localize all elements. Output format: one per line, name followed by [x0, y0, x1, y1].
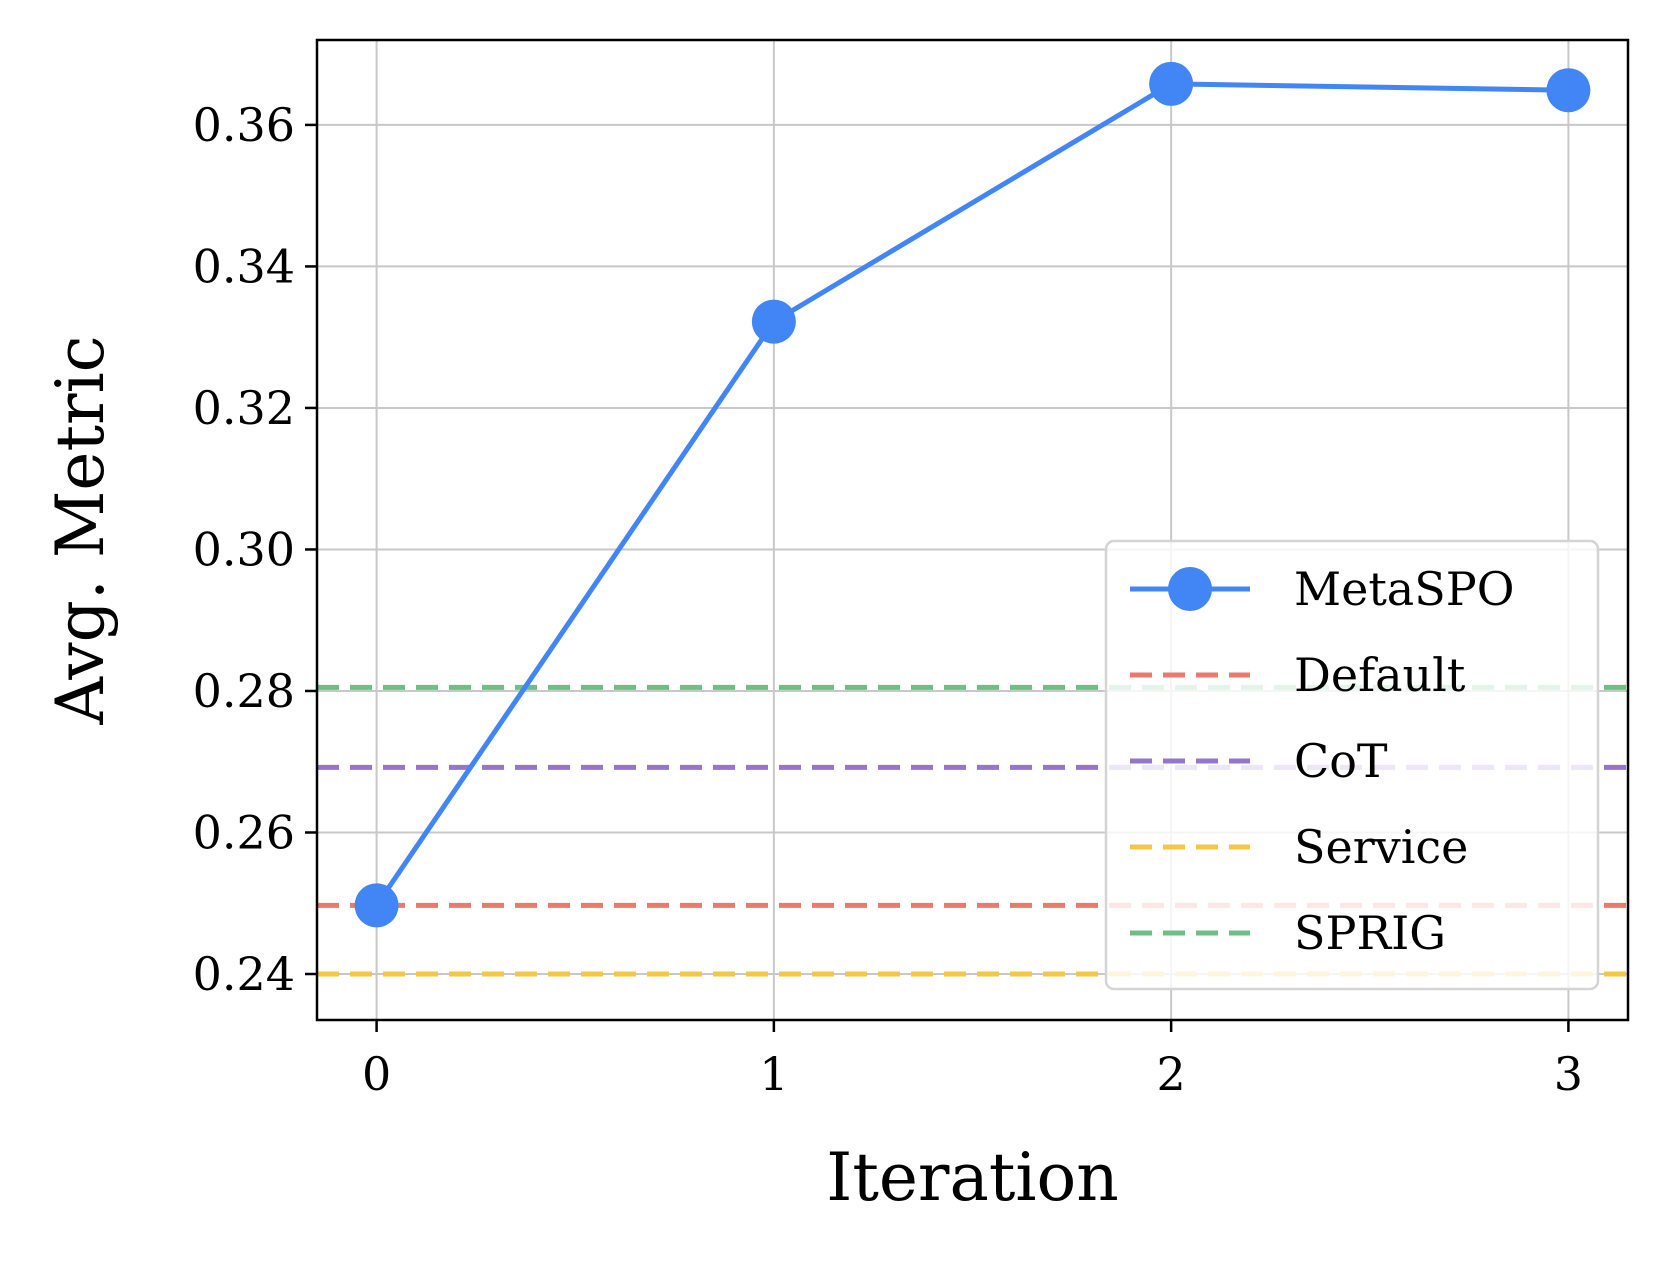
data-point — [1149, 61, 1194, 106]
legend-label: Service — [1294, 820, 1468, 874]
y-axis-label: Avg. Metric — [42, 335, 119, 725]
x-tick-label: 1 — [759, 1047, 788, 1101]
y-tick-label: 0.30 — [193, 522, 295, 576]
x-tick-label: 3 — [1554, 1047, 1583, 1101]
legend-item-default: Default — [1130, 648, 1466, 702]
plot-area-frame — [315, 38, 1630, 1022]
series-line-metaspo — [374, 81, 1569, 907]
legend-label: Default — [1294, 648, 1466, 702]
legend-label: CoT — [1294, 734, 1388, 788]
data-point — [354, 883, 399, 928]
x-axis-label: Iteration — [826, 1139, 1118, 1216]
y-tick-label: 0.24 — [193, 947, 295, 1001]
y-tick-label: 0.28 — [193, 664, 295, 718]
legend: MetaSPO Default CoT Service SPRIG — [1104, 539, 1600, 991]
legend-box — [1104, 539, 1600, 991]
legend-label: SPRIG — [1294, 906, 1446, 960]
y-tick-label: 0.32 — [193, 381, 295, 435]
x-tick-label: 2 — [1156, 1047, 1185, 1101]
legend-item-cot: CoT — [1130, 734, 1388, 788]
legend-item-service: Service — [1130, 820, 1468, 874]
legend-item-metaspo: MetaSPO — [1130, 562, 1514, 616]
legend-item-sprig: SPRIG — [1130, 906, 1446, 960]
y-tick-label: 0.26 — [193, 805, 295, 859]
x-tick-label: 0 — [362, 1047, 391, 1101]
y-tick-label: 0.34 — [193, 239, 295, 293]
data-point — [1546, 68, 1591, 113]
legend-label: MetaSPO — [1294, 562, 1514, 616]
y-tick-label: 0.36 — [193, 98, 295, 152]
data-point — [751, 299, 796, 344]
legend-marker — [1168, 567, 1212, 611]
